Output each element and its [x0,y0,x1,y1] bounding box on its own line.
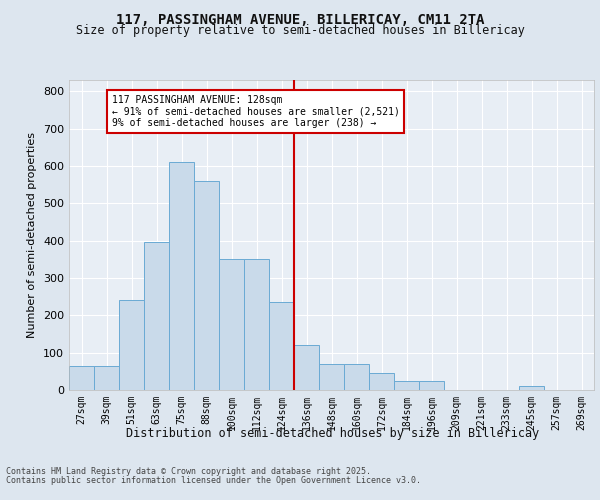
Bar [519,386,544,390]
Bar [119,300,144,390]
Text: Size of property relative to semi-detached houses in Billericay: Size of property relative to semi-detach… [76,24,524,37]
Bar [269,302,294,390]
Bar [344,364,369,390]
Bar [369,373,394,390]
Text: 117 PASSINGHAM AVENUE: 128sqm
← 91% of semi-detached houses are smaller (2,521)
: 117 PASSINGHAM AVENUE: 128sqm ← 91% of s… [112,95,400,128]
Bar [169,162,194,390]
Bar [69,366,94,390]
Bar [94,366,119,390]
Text: 117, PASSINGHAM AVENUE, BILLERICAY, CM11 2TA: 117, PASSINGHAM AVENUE, BILLERICAY, CM11… [116,12,484,26]
Text: Contains HM Land Registry data © Crown copyright and database right 2025.: Contains HM Land Registry data © Crown c… [6,468,371,476]
Bar [219,260,244,390]
Bar [144,242,169,390]
Text: Distribution of semi-detached houses by size in Billericay: Distribution of semi-detached houses by … [127,428,539,440]
Bar [419,380,444,390]
Bar [394,380,419,390]
Text: Contains public sector information licensed under the Open Government Licence v3: Contains public sector information licen… [6,476,421,485]
Bar [244,260,269,390]
Y-axis label: Number of semi-detached properties: Number of semi-detached properties [28,132,37,338]
Bar [319,364,344,390]
Bar [194,181,219,390]
Bar [294,345,319,390]
